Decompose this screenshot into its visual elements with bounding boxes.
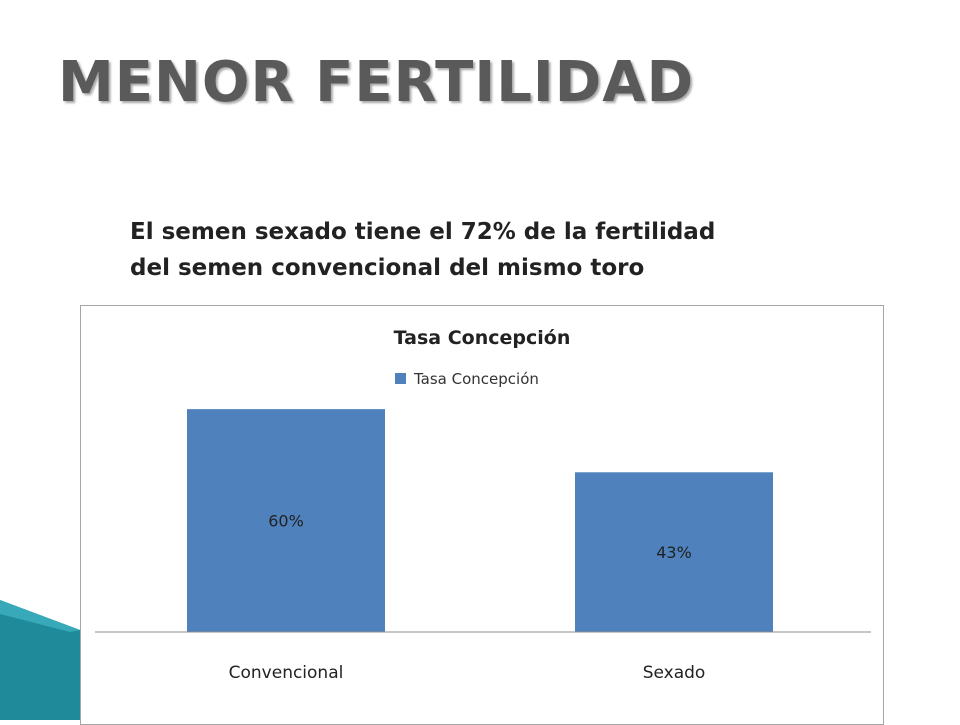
x-tick-label-convencional: Convencional <box>229 663 344 683</box>
chart-title: Tasa Concepción <box>394 327 571 349</box>
legend-swatch <box>395 373 406 384</box>
data-label-convencional: 60% <box>268 512 304 531</box>
slide-subtitle: El semen sexado tiene el 72% de la ferti… <box>130 214 715 286</box>
legend-label: Tasa Concepción <box>413 370 539 388</box>
bar-sexado <box>575 472 773 632</box>
corner-decoration <box>0 600 80 720</box>
slide-title: MENOR FERTILIDAD <box>58 50 695 115</box>
x-tick-label-sexado: Sexado <box>643 663 706 683</box>
subtitle-line-1: El semen sexado tiene el 72% de la ferti… <box>130 219 716 245</box>
bars-layer: 60% 43% <box>187 409 773 632</box>
chart-frame: Tasa Concepción Tasa Concepción 60% 43% C… <box>80 305 884 725</box>
bar-convencional <box>187 409 385 632</box>
legend: Tasa Concepción <box>395 370 539 388</box>
x-tick-labels: Convencional Sexado <box>229 663 706 683</box>
bar-chart: Tasa Concepción Tasa Concepción 60% 43% C… <box>95 327 871 683</box>
data-label-sexado: 43% <box>656 543 692 562</box>
subtitle-line-2: del semen convencional del mismo toro <box>130 255 645 281</box>
